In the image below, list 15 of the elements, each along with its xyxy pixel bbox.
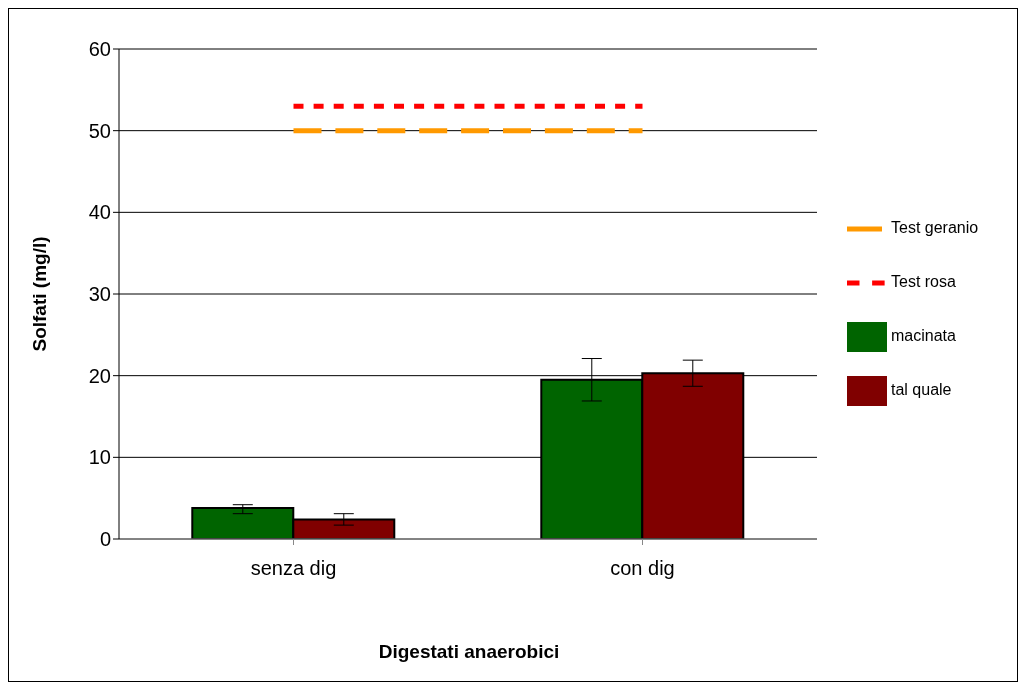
y-tick-label: 40 <box>88 201 111 224</box>
y-tick-label: 20 <box>88 364 111 387</box>
y-tick-label: 30 <box>88 283 111 306</box>
y-tick-label: 10 <box>88 446 111 469</box>
y-tick-label: 50 <box>88 119 111 142</box>
legend-label: macinata <box>891 327 956 344</box>
legend-label: tal quale <box>891 381 952 398</box>
legend-label: Test geranio <box>891 219 979 236</box>
x-tick-label: con dig <box>610 557 675 580</box>
y-axis-title: Solfati (mg/l) <box>28 236 50 352</box>
y-tick-label: 60 <box>88 38 111 61</box>
y-tick-label: 0 <box>99 528 111 551</box>
x-tick-label: senza dig <box>250 557 337 580</box>
legend-label: Test rosa <box>891 273 956 290</box>
x-axis-title: Digestati anaerobici <box>377 641 561 663</box>
